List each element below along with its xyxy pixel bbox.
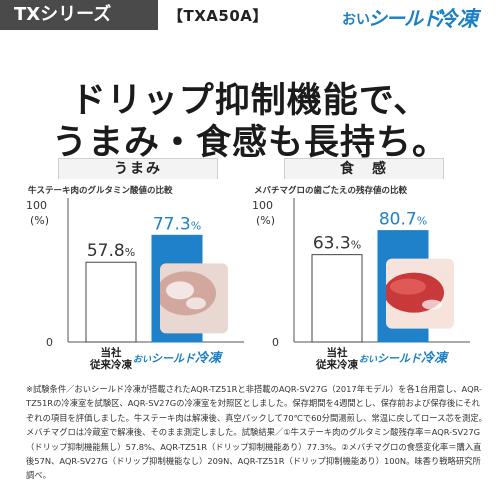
- chart-title: 食 感: [284, 158, 444, 179]
- headline-line1: ドリップ抑制機能で、: [70, 81, 430, 121]
- data-label: 80.7%: [379, 210, 427, 230]
- brand-logo-reitou: 冷凍: [436, 7, 478, 31]
- beef-photo: [160, 263, 228, 334]
- y-tick-label: 0: [46, 336, 53, 349]
- category-label: 従来冷凍: [89, 358, 132, 371]
- texture-chart-panel: 食 感 メバチマグロの歯ごたえの残存値の比較 100 (%) 0 63.3% 当社 従来冷…: [250, 158, 478, 373]
- tuna-photo: [386, 258, 454, 329]
- y-axis-label: (%): [256, 214, 275, 227]
- category-label: 当社: [101, 346, 122, 359]
- brand-logo: おい シールド 冷凍: [342, 3, 492, 31]
- brand-logo-oi: おい: [342, 12, 370, 28]
- chart-title: うまみ: [58, 158, 218, 179]
- y-tick-label: 0: [272, 336, 279, 349]
- chart-subtitle: メバチマグロの歯ごたえの残存値の比較: [254, 186, 408, 196]
- model-number: 【TXA50A】: [168, 7, 268, 25]
- umami-chart-panel: うまみ 牛ステーキ肉のグルタミン酸値の比較 100 (%) 0 57.8% 当社 従来冷凍…: [24, 158, 252, 373]
- data-label: 57.8%: [87, 241, 135, 261]
- data-label: 63.3%: [313, 234, 361, 254]
- chart-subtitle: 牛ステーキ肉のグルタミン酸値の比較: [28, 186, 173, 196]
- brand-logo-shield: シールド: [368, 8, 441, 30]
- category-label: 当社: [327, 346, 348, 359]
- beef-marbling: [166, 281, 194, 300]
- category-label: おいシールド冷凍: [359, 350, 450, 366]
- beef-marbling: [186, 297, 206, 310]
- series-badge: TXシリーズ: [0, 0, 158, 30]
- data-label: 77.3%: [153, 214, 201, 234]
- bar: [311, 254, 363, 343]
- headline-line2: うまみ・食感も長持ち。: [51, 123, 448, 163]
- category-label: 従来冷凍: [315, 358, 358, 371]
- y-axis-label: (%): [30, 214, 49, 227]
- y-tick-label: 100: [252, 199, 273, 212]
- tuna-garnish: [422, 299, 442, 310]
- tuna-slice-highlight: [390, 278, 426, 295]
- category-label: おいシールド冷凍: [133, 350, 224, 366]
- footnote: ※試験条件／おいシールド冷凍が搭載されたAQR-TZ51Rと非搭載のAQR-SV…: [26, 384, 487, 481]
- y-tick-label: 100: [26, 199, 47, 212]
- bar: [85, 261, 137, 343]
